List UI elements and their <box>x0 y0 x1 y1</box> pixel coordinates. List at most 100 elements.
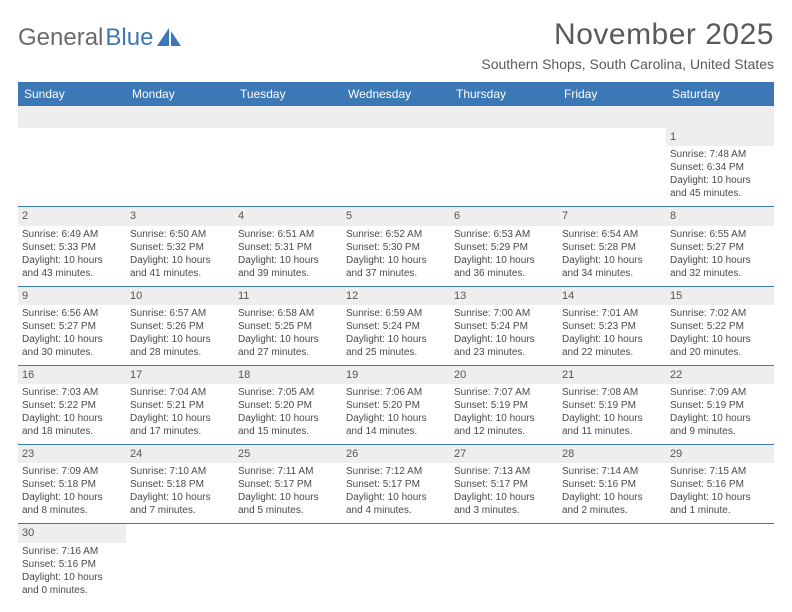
daylight-text: Daylight: 10 hours <box>670 333 770 346</box>
sunrise-text: Sunrise: 7:12 AM <box>346 465 446 478</box>
daylight-text: and 36 minutes. <box>454 267 554 280</box>
sunrise-text: Sunrise: 7:11 AM <box>238 465 338 478</box>
day-number: 8 <box>666 207 774 225</box>
calendar-cell: 3Sunrise: 6:50 AMSunset: 5:32 PMDaylight… <box>126 207 234 286</box>
day-number: 13 <box>450 287 558 305</box>
daylight-text: and 1 minute. <box>670 504 770 517</box>
sunset-text: Sunset: 5:22 PM <box>670 320 770 333</box>
day-number: 6 <box>450 207 558 225</box>
day-header-row: SundayMondayTuesdayWednesdayThursdayFrid… <box>18 82 774 106</box>
day-header: Monday <box>126 82 234 106</box>
day-number: 25 <box>234 445 342 463</box>
calendar-cell: 10Sunrise: 6:57 AMSunset: 5:26 PMDayligh… <box>126 286 234 365</box>
daylight-text: Daylight: 10 hours <box>22 571 122 584</box>
sunset-text: Sunset: 5:17 PM <box>238 478 338 491</box>
day-number: 21 <box>558 366 666 384</box>
calendar-cell <box>342 524 450 603</box>
daylight-text: and 5 minutes. <box>238 504 338 517</box>
logo-text-1: General <box>18 24 103 52</box>
sunrise-text: Sunrise: 6:54 AM <box>562 228 662 241</box>
sunrise-text: Sunrise: 7:06 AM <box>346 386 446 399</box>
daylight-text: and 12 minutes. <box>454 425 554 438</box>
sunrise-text: Sunrise: 7:09 AM <box>670 386 770 399</box>
sunrise-text: Sunrise: 7:08 AM <box>562 386 662 399</box>
daylight-text: Daylight: 10 hours <box>238 333 338 346</box>
header: GeneralBlue November 2025 Southern Shops… <box>18 18 774 72</box>
daylight-text: and 2 minutes. <box>562 504 662 517</box>
daylight-text: and 30 minutes. <box>22 346 122 359</box>
sunset-text: Sunset: 5:16 PM <box>562 478 662 491</box>
calendar-cell: 11Sunrise: 6:58 AMSunset: 5:25 PMDayligh… <box>234 286 342 365</box>
calendar-cell <box>126 524 234 603</box>
calendar-cell: 14Sunrise: 7:01 AMSunset: 5:23 PMDayligh… <box>558 286 666 365</box>
sunset-text: Sunset: 5:17 PM <box>454 478 554 491</box>
sunset-text: Sunset: 5:31 PM <box>238 241 338 254</box>
sunset-text: Sunset: 5:21 PM <box>130 399 230 412</box>
sunset-text: Sunset: 5:16 PM <box>22 558 122 571</box>
daylight-text: and 15 minutes. <box>238 425 338 438</box>
calendar-cell: 1Sunrise: 7:48 AMSunset: 6:34 PMDaylight… <box>666 128 774 207</box>
sunset-text: Sunset: 5:24 PM <box>346 320 446 333</box>
daylight-text: Daylight: 10 hours <box>562 254 662 267</box>
daylight-text: and 23 minutes. <box>454 346 554 359</box>
day-number: 4 <box>234 207 342 225</box>
calendar-row: 1Sunrise: 7:48 AMSunset: 6:34 PMDaylight… <box>18 128 774 207</box>
sunrise-text: Sunrise: 7:01 AM <box>562 307 662 320</box>
calendar-cell <box>450 524 558 603</box>
day-number: 18 <box>234 366 342 384</box>
sunrise-text: Sunrise: 6:53 AM <box>454 228 554 241</box>
day-number: 23 <box>18 445 126 463</box>
day-number: 22 <box>666 366 774 384</box>
daylight-text: Daylight: 10 hours <box>346 254 446 267</box>
daylight-text: and 9 minutes. <box>670 425 770 438</box>
day-number: 27 <box>450 445 558 463</box>
calendar-cell: 6 Sunrise: 6:53 AMSunset: 5:29 PMDaylight… <box>450 207 558 286</box>
day-header: Wednesday <box>342 82 450 106</box>
daylight-text: Daylight: 10 hours <box>670 174 770 187</box>
calendar-table: SundayMondayTuesdayWednesdayThursdayFrid… <box>18 82 774 603</box>
day-number: 1 <box>666 128 774 146</box>
daylight-text: and 20 minutes. <box>670 346 770 359</box>
sunrise-text: Sunrise: 6:57 AM <box>130 307 230 320</box>
day-header: Thursday <box>450 82 558 106</box>
daylight-text: Daylight: 10 hours <box>130 333 230 346</box>
calendar-cell: 9Sunrise: 6:56 AMSunset: 5:27 PMDaylight… <box>18 286 126 365</box>
daylight-text: and 28 minutes. <box>130 346 230 359</box>
daylight-text: Daylight: 10 hours <box>22 254 122 267</box>
calendar-cell: 4Sunrise: 6:51 AMSunset: 5:31 PMDaylight… <box>234 207 342 286</box>
calendar-cell: 23Sunrise: 7:09 AMSunset: 5:18 PMDayligh… <box>18 445 126 524</box>
sunset-text: Sunset: 5:29 PM <box>454 241 554 254</box>
daylight-text: Daylight: 10 hours <box>670 254 770 267</box>
calendar-cell <box>126 128 234 207</box>
calendar-cell: 22Sunrise: 7:09 AMSunset: 5:19 PMDayligh… <box>666 365 774 444</box>
calendar-cell: 5Sunrise: 6:52 AMSunset: 5:30 PMDaylight… <box>342 207 450 286</box>
day-number: 10 <box>126 287 234 305</box>
sunset-text: Sunset: 5:33 PM <box>22 241 122 254</box>
daylight-text: and 37 minutes. <box>346 267 446 280</box>
sunset-text: Sunset: 5:20 PM <box>346 399 446 412</box>
sunrise-text: Sunrise: 7:07 AM <box>454 386 554 399</box>
sunset-text: Sunset: 6:34 PM <box>670 161 770 174</box>
sunset-text: Sunset: 5:19 PM <box>562 399 662 412</box>
day-number: 17 <box>126 366 234 384</box>
sunset-text: Sunset: 5:23 PM <box>562 320 662 333</box>
logo-text-2: Blue <box>105 24 153 52</box>
day-number: 20 <box>450 366 558 384</box>
daylight-text: Daylight: 10 hours <box>346 491 446 504</box>
daylight-text: and 27 minutes. <box>238 346 338 359</box>
calendar-cell: 28Sunrise: 7:14 AMSunset: 5:16 PMDayligh… <box>558 445 666 524</box>
day-number: 30 <box>18 524 126 542</box>
calendar-cell <box>18 128 126 207</box>
day-number: 29 <box>666 445 774 463</box>
month-title: November 2025 <box>481 18 774 52</box>
sunrise-text: Sunrise: 7:09 AM <box>22 465 122 478</box>
sunrise-text: Sunrise: 7:15 AM <box>670 465 770 478</box>
daylight-text: Daylight: 10 hours <box>22 412 122 425</box>
calendar-cell: 18Sunrise: 7:05 AMSunset: 5:20 PMDayligh… <box>234 365 342 444</box>
daylight-text: and 3 minutes. <box>454 504 554 517</box>
sunrise-text: Sunrise: 6:51 AM <box>238 228 338 241</box>
daylight-text: Daylight: 10 hours <box>454 254 554 267</box>
daylight-text: and 32 minutes. <box>670 267 770 280</box>
daylight-text: and 25 minutes. <box>346 346 446 359</box>
sunrise-text: Sunrise: 7:00 AM <box>454 307 554 320</box>
